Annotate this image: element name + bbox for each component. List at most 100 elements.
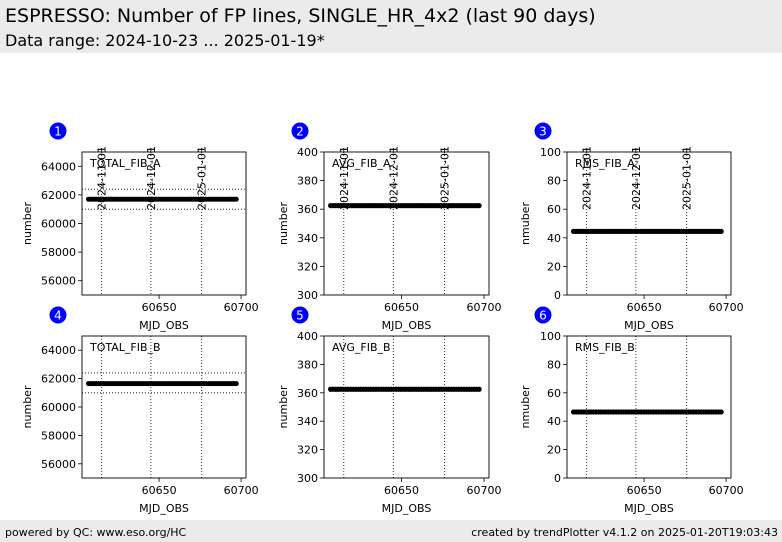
x-tick-label: 60700 [224, 301, 259, 314]
y-tick-label: 60 [547, 387, 561, 400]
y-tick-label: 320 [297, 260, 318, 273]
x-axis-label: MJD_OBS [624, 319, 674, 332]
data-series [328, 386, 482, 392]
y-axis-label: nmuber [519, 202, 532, 245]
footer-powered-by[interactable]: powered by QC: www.eso.org/HC [5, 526, 187, 539]
data-point [476, 386, 482, 392]
y-tick-label: 64000 [41, 344, 76, 357]
y-tick-label: 56000 [41, 458, 76, 471]
x-tick-label: 60650 [384, 484, 419, 497]
y-tick-label: 0 [554, 472, 561, 485]
data-point [718, 409, 724, 415]
y-tick-label: 80 [547, 358, 561, 371]
top-date-label: 2024-12-01 [387, 146, 400, 210]
x-tick-label: 60650 [142, 484, 177, 497]
data-point [233, 380, 239, 387]
y-tick-label: 340 [297, 415, 318, 428]
data-range-subtitle: Data range: 2024-10-23 ... 2025-01-19* [5, 31, 325, 50]
y-tick-label: 80 [547, 175, 561, 188]
y-tick-label: 58000 [41, 429, 76, 442]
panel-number-badge [49, 122, 67, 140]
y-tick-label: 56000 [41, 275, 76, 288]
y-tick-label: 300 [297, 289, 318, 302]
chart-panel-2: 2024-11-01 2024-12-01 2025-01-01 300 320 340 3… [277, 122, 502, 332]
y-axis-label: number [277, 385, 290, 428]
top-date-label: 2024-12-01 [630, 146, 643, 210]
panel-number-badge [291, 122, 309, 140]
axes-frame [323, 335, 490, 479]
axes-frame [323, 151, 490, 296]
y-tick-label: 380 [297, 358, 318, 371]
x-axis-label: MJD_OBS [139, 502, 189, 515]
x-tick-label: 60650 [142, 301, 177, 314]
x-axis-label: MJD_OBS [624, 502, 674, 515]
header: ESPRESSO: Number of FP lines, SINGLE_HR_… [0, 0, 782, 53]
panel-number: 3 [539, 125, 547, 139]
y-tick-label: 62000 [41, 189, 76, 202]
panel-number-badge [534, 122, 552, 140]
data-series [570, 409, 724, 415]
panel-label: RMS_FIB_B [575, 341, 635, 354]
panel-number: 6 [539, 309, 547, 323]
y-tick-label: 64000 [41, 160, 76, 173]
axes-frame [566, 151, 732, 296]
top-date-label: 2024-11-01 [338, 146, 351, 210]
y-axis-label: nmuber [519, 385, 532, 428]
y-tick-label: 20 [547, 444, 561, 457]
x-tick-label: 60700 [467, 301, 502, 314]
y-tick-label: 400 [297, 330, 318, 343]
x-tick-label: 60700 [709, 484, 744, 497]
x-axis-label: MJD_OBS [139, 319, 189, 332]
y-tick-label: 40 [547, 232, 561, 245]
x-tick-label: 60650 [627, 484, 662, 497]
y-tick-label: 60000 [41, 218, 76, 231]
top-date-label: 2024-11-01 [581, 146, 594, 210]
y-tick-label: 340 [297, 232, 318, 245]
x-tick-label: 60700 [709, 301, 744, 314]
x-tick-label: 60700 [224, 484, 259, 497]
data-point [718, 228, 724, 234]
y-tick-label: 100 [540, 146, 561, 159]
top-date-label: 2025-01-01 [196, 146, 209, 210]
footer: powered by QC: www.eso.org/HC created by… [0, 520, 782, 542]
data-series [328, 203, 482, 209]
panel-label: TOTAL_FIB_B [89, 341, 161, 354]
x-tick-label: 60650 [627, 301, 662, 314]
y-tick-label: 400 [297, 146, 318, 159]
chart-panel-1: 2024-11-01 2024-12-01 2025-01-01 56000 58000… [21, 122, 259, 332]
y-tick-label: 20 [547, 260, 561, 273]
x-tick-label: 60700 [467, 484, 502, 497]
y-axis-label: number [277, 202, 290, 245]
x-tick-label: 60650 [384, 301, 419, 314]
data-series [85, 196, 239, 202]
y-tick-label: 60000 [41, 401, 76, 414]
axes-frame [81, 335, 247, 479]
panel-number: 4 [54, 309, 62, 323]
y-tick-label: 300 [297, 472, 318, 485]
y-tick-label: 100 [540, 330, 561, 343]
data-series [85, 380, 239, 387]
page-title: ESPRESSO: Number of FP lines, SINGLE_HR_… [5, 5, 596, 27]
panel-label: RMS_FIB_A [575, 157, 635, 170]
axes-frame [566, 335, 732, 479]
y-axis-label: number [21, 385, 34, 428]
data-point [476, 203, 482, 209]
y-tick-label: 380 [297, 175, 318, 188]
top-date-label: 2024-12-01 [145, 146, 158, 210]
panel-number: 5 [296, 309, 304, 323]
panel-number-badge [49, 306, 67, 324]
panel-label: TOTAL_FIB_A [89, 157, 161, 170]
panel-number: 1 [54, 125, 62, 139]
y-tick-label: 320 [297, 444, 318, 457]
top-date-label: 2025-01-01 [438, 146, 451, 210]
y-tick-label: 58000 [41, 246, 76, 259]
panel-label: AVG_FIB_B [332, 341, 391, 354]
x-axis-label: MJD_OBS [382, 319, 432, 332]
top-date-label: 2024-11-01 [96, 146, 109, 210]
panel-label: AVG_FIB_A [332, 157, 391, 170]
panel-number-badge [291, 306, 309, 324]
panel-number: 2 [296, 125, 304, 139]
y-axis-label: number [21, 202, 34, 245]
